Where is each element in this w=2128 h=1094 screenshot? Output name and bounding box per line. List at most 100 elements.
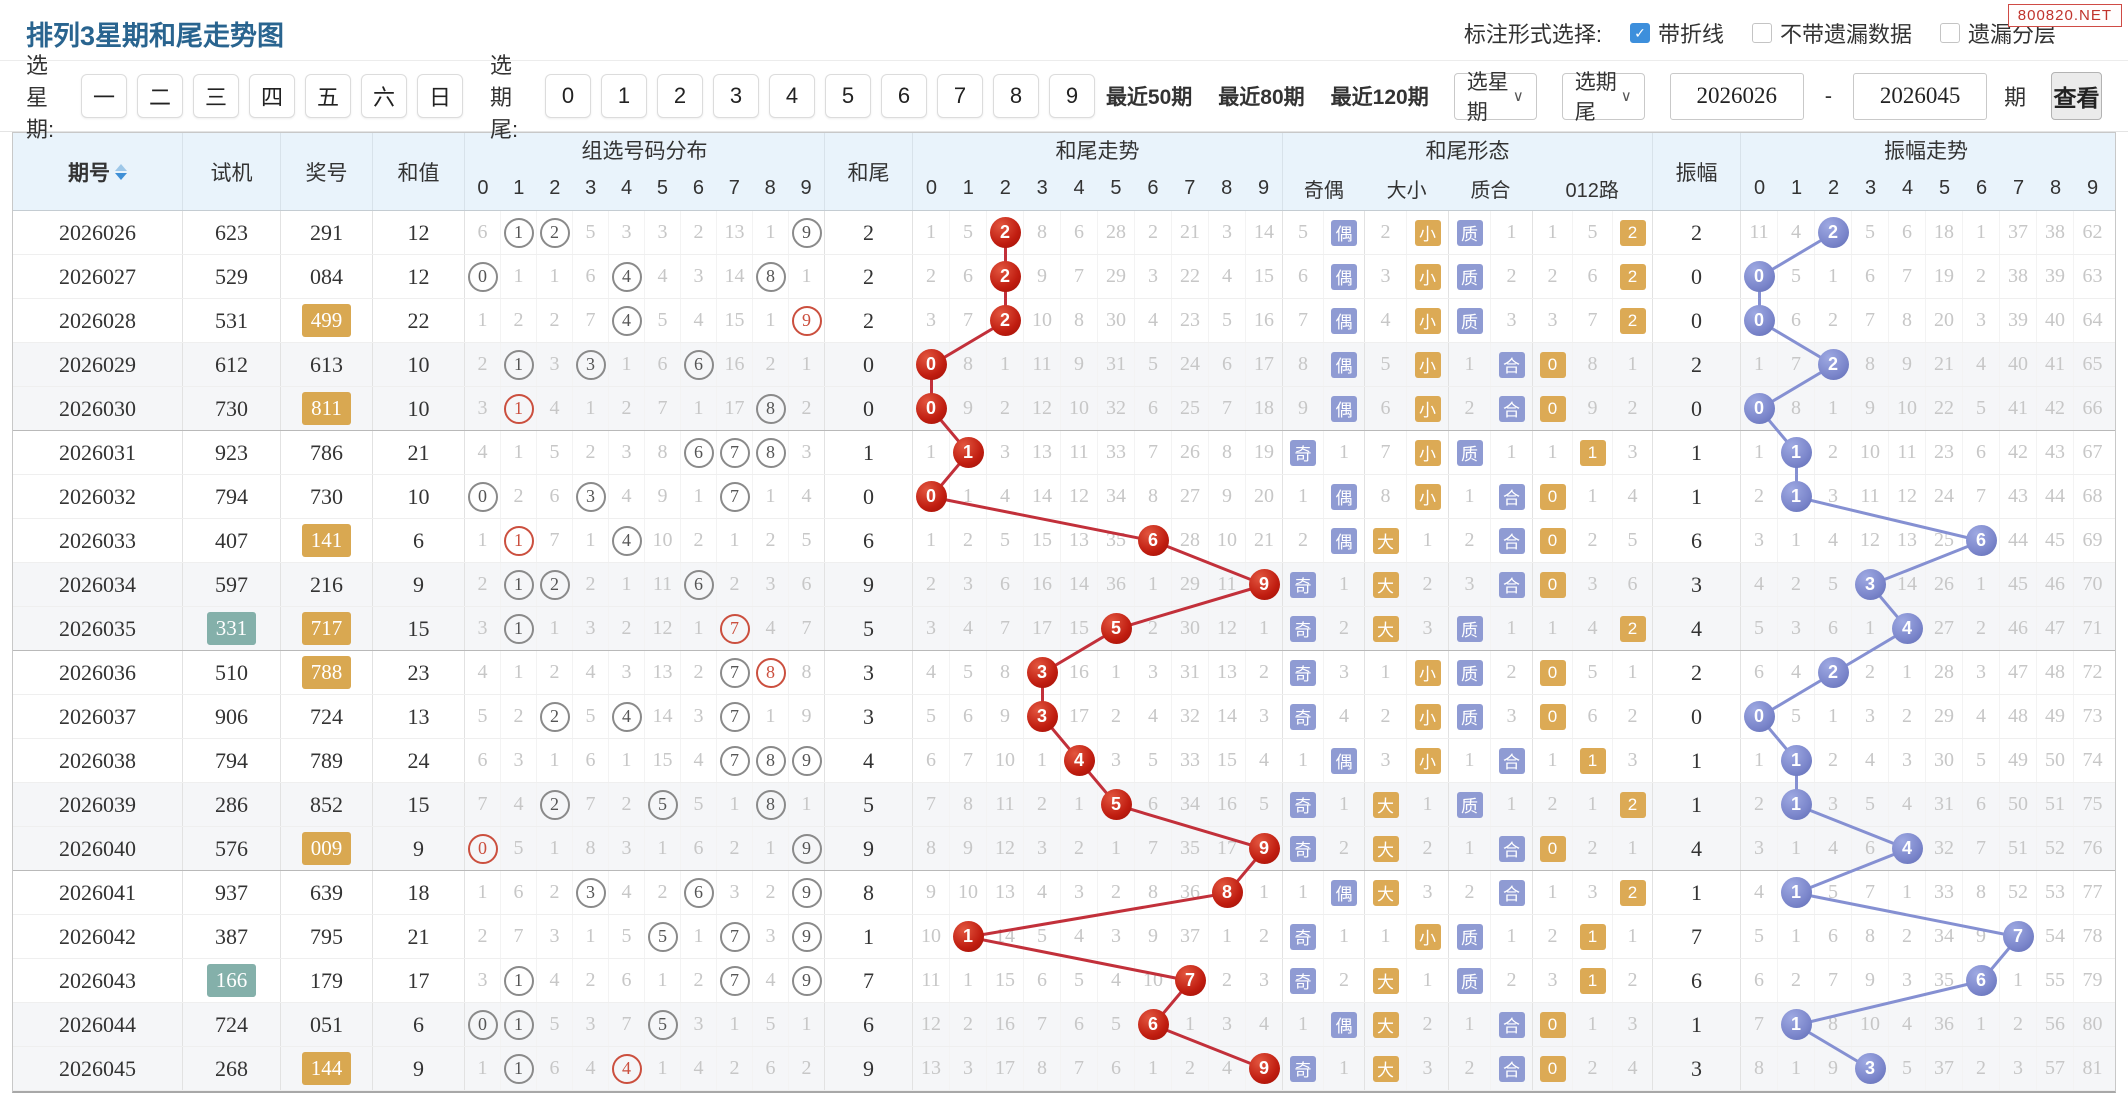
tail-select-dropdown[interactable]: 选期尾 ∨ [1561, 71, 1645, 124]
tail-option-button[interactable]: 1 [600, 74, 647, 118]
table-row: 2026036 510 788 23 4 1 2 4 3 13 2 7 8 8 3 4 5 8 3 16 1 3 31 13 2… [13, 651, 2115, 695]
tail-trend-miss: 25 [1180, 397, 1200, 419]
tail-trend-cell: 7 [1135, 827, 1172, 870]
prime-cell-miss: 2 [1464, 529, 1475, 551]
recent-range-link[interactable]: 最近80期 [1218, 86, 1305, 109]
digit-header: 8 [2049, 177, 2062, 199]
dist-cell: 3 [681, 255, 717, 298]
dist-hit-circle: 4 [611, 261, 642, 292]
tail-hit-ball: 7 [1174, 965, 1206, 996]
week-option-button[interactable]: 日 [416, 74, 463, 118]
bigsmall-cell: 小 [1407, 739, 1449, 782]
bigsmall-header: 大小 [1386, 180, 1427, 202]
dist-miss-value: 1 [585, 925, 596, 947]
tail-trend-miss: 6 [926, 749, 936, 771]
week-option-button[interactable]: 三 [192, 74, 239, 118]
range-end-input[interactable] [1853, 72, 1988, 120]
prize-cell: 144 [281, 1047, 373, 1090]
amp-hit-ball: 2 [1817, 217, 1849, 248]
tail-cell: 9 [825, 827, 913, 870]
bigsmall-cell: 7 [1365, 431, 1407, 474]
amp-trend-cell: 3 [1778, 607, 1815, 650]
tail-option-button[interactable]: 7 [936, 74, 983, 118]
tail-trend-cell: 27 [1172, 475, 1209, 518]
recent-range-link[interactable]: 最近120期 [1330, 86, 1429, 109]
amp-trend-cell: 12 [1889, 475, 1926, 518]
week-option-button[interactable]: 一 [80, 74, 127, 118]
tail-trend-miss: 1 [1111, 661, 1121, 683]
amp-trend-cell: 70 [2074, 563, 2111, 606]
week-option-button[interactable]: 五 [304, 74, 351, 118]
checkbox-icon[interactable] [1751, 23, 1772, 43]
tail-trend-miss: 8 [1037, 221, 1047, 243]
dist-cell: 0 [465, 475, 501, 518]
amp-trend-cell: 42 [2037, 387, 2074, 430]
tail-trend-cell: 2 [950, 519, 987, 562]
dist-cell: 2 [537, 695, 573, 738]
annotation-option[interactable]: ✓ 带折线 [1629, 17, 1726, 49]
annotation-option[interactable]: 不带遗漏数据 [1751, 17, 1914, 49]
amp-trend-cell: 3 [1889, 739, 1926, 782]
tail-trend-cell: 5 [1024, 915, 1061, 958]
amp-trend-miss: 9 [1976, 925, 1986, 947]
tail-trend-cell: 6 [913, 739, 950, 782]
sort-icon[interactable] [115, 163, 127, 180]
table-row: 2026045 268 144 9 1 1 6 4 4 1 4 2 6 2 9 13 3 17 8 7 6 1 2 4 9 奇 1 大… [13, 1047, 2115, 1091]
tail-option-button[interactable]: 2 [656, 74, 703, 118]
amp-trend-miss: 5 [1791, 705, 1801, 727]
prime-cell-badge: 合 [1498, 395, 1525, 422]
amp-trend-miss: 54 [2045, 925, 2065, 947]
dist-cell: 3 [609, 211, 645, 254]
tail-option-button[interactable]: 6 [880, 74, 927, 118]
dist-miss-value: 7 [477, 793, 488, 815]
dist-cell: 2 [681, 519, 717, 562]
amp-trend-miss: 5 [1828, 573, 1838, 595]
dist-cell: 0 [465, 827, 501, 870]
week-option-button[interactable]: 六 [360, 74, 407, 118]
amp-trend-cell: 40 [2000, 343, 2037, 386]
bigsmall-cell: 3 [1407, 607, 1449, 650]
prize-value: 730 [310, 483, 343, 509]
dist-miss-value: 6 [477, 221, 488, 243]
amp-trend-cell: 26 [1926, 563, 1963, 606]
tail-option-button[interactable]: 8 [992, 74, 1039, 118]
tail-trend-miss: 4 [1037, 881, 1047, 903]
oddeven-cell: 1 [1283, 739, 1324, 782]
tail-trend-cell: 17 [1246, 343, 1283, 386]
road-cell-miss: 5 [1587, 221, 1598, 243]
watermark-badge: 800820.NET [2007, 4, 2122, 27]
tail-option-button[interactable]: 9 [1048, 74, 1095, 118]
week-select-dropdown[interactable]: 选星期 ∨ [1453, 71, 1537, 124]
checkbox-icon[interactable] [1939, 23, 1960, 43]
view-button[interactable]: 查看 [2051, 72, 2102, 120]
range-start-input[interactable] [1669, 72, 1804, 120]
dist-miss-value: 4 [513, 793, 524, 815]
recent-range-link[interactable]: 最近50期 [1105, 86, 1193, 109]
amp-trend-miss: 43 [2045, 441, 2065, 463]
amp-trend-cell: 1 [1778, 1047, 1815, 1090]
tail-trend-miss: 6 [1074, 1013, 1084, 1035]
tail-trend-miss: 12 [1069, 485, 1089, 507]
dist-miss-value: 1 [477, 529, 488, 551]
prize-cell: 717 [281, 607, 373, 650]
tail-option-button[interactable]: 5 [824, 74, 871, 118]
oddeven-cell-badge: 偶 [1331, 263, 1357, 290]
dist-hit-circle: 9 [791, 965, 822, 996]
road-cell-badge: 2 [1619, 263, 1646, 290]
week-option-button[interactable]: 四 [248, 74, 295, 118]
checkbox-checked-icon[interactable]: ✓ [1629, 23, 1650, 43]
tail-option-button[interactable]: 3 [712, 74, 759, 118]
dist-hit-circle: 2 [539, 217, 570, 248]
week-option-button[interactable]: 二 [136, 74, 183, 118]
column-header-issue[interactable]: 期号 [13, 133, 183, 210]
tail-option-button[interactable]: 0 [544, 74, 591, 118]
issue-value: 2026038 [59, 747, 136, 773]
tail-trend-cell: 12 [913, 1003, 950, 1046]
issue-value: 2026043 [59, 967, 136, 993]
amp-trend-miss: 6 [1865, 837, 1875, 859]
tail-option-button[interactable]: 4 [768, 74, 815, 118]
tail-trend-cell: 14 [1061, 563, 1098, 606]
tail-trend-cell: 4 [1061, 915, 1098, 958]
tail-trend-cell: 35 [1098, 519, 1135, 562]
oddeven-cell-miss: 4 [1339, 705, 1349, 727]
